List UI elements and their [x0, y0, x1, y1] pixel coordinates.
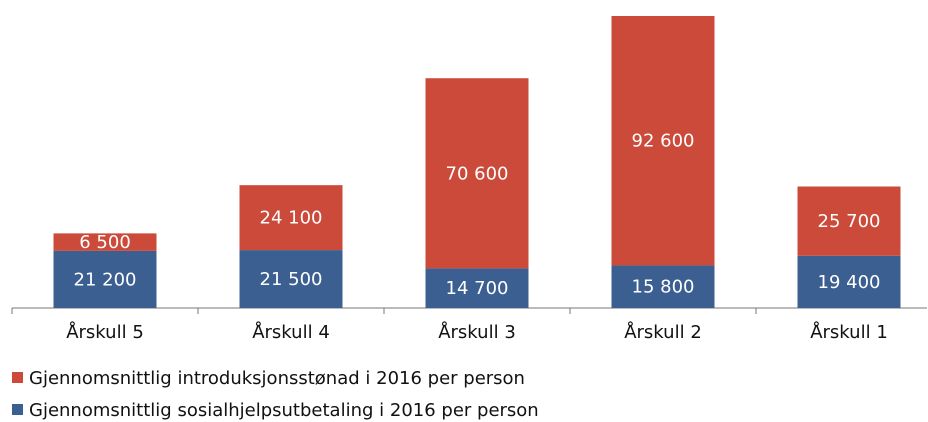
- value-label: 14 700: [446, 278, 509, 299]
- legend-swatch: [12, 404, 23, 415]
- x-tick-label: Årskull 1: [810, 321, 888, 343]
- bar-segment: [425, 78, 529, 269]
- bar-segment: [239, 250, 343, 308]
- legend-swatch: [12, 372, 23, 383]
- value-label: 21 500: [260, 269, 323, 290]
- bar-segment: [53, 250, 157, 308]
- legend-label: Gjennomsnittlig introduksjonsstønad i 20…: [29, 368, 525, 389]
- value-label: 21 200: [74, 269, 137, 290]
- value-label: 24 100: [260, 208, 323, 229]
- value-label: 92 600: [632, 131, 695, 152]
- bar-segment: [425, 268, 529, 308]
- bar-segment: [611, 16, 715, 266]
- value-label: 25 700: [818, 211, 881, 232]
- x-tick-label: Årskull 3: [438, 321, 516, 343]
- bar-segment: [53, 233, 157, 251]
- bar-segment: [611, 265, 715, 308]
- bar-segment: [239, 185, 343, 251]
- x-tick-label: Årskull 4: [252, 321, 330, 343]
- value-label: 19 400: [818, 272, 881, 293]
- legend-label: Gjennomsnittlig sosialhjelpsutbetaling i…: [29, 400, 539, 421]
- value-label: 70 600: [446, 163, 509, 184]
- x-tick-label: Årskull 5: [66, 321, 144, 343]
- bar-segment: [797, 255, 901, 308]
- value-label: 15 800: [632, 277, 695, 298]
- bar-segment: [797, 186, 901, 256]
- value-label: 6 500: [79, 232, 131, 253]
- x-tick-label: Årskull 2: [624, 321, 702, 343]
